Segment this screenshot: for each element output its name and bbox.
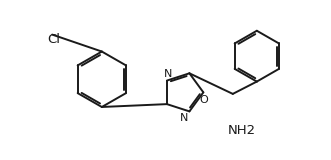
Text: O: O: [200, 95, 209, 105]
Text: N: N: [164, 69, 172, 79]
Text: N: N: [179, 113, 188, 123]
Text: Cl: Cl: [48, 33, 61, 46]
Text: NH2: NH2: [227, 124, 256, 137]
